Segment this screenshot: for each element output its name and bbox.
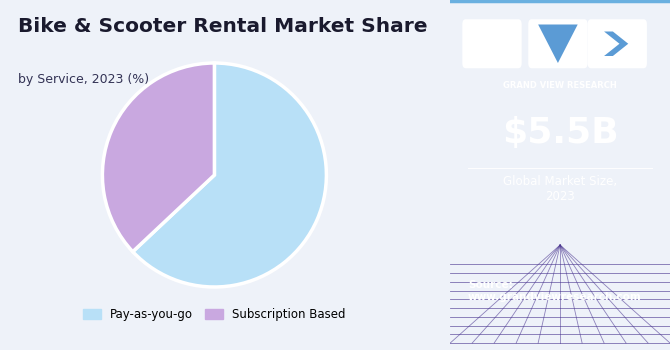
Text: GRAND VIEW RESEARCH: GRAND VIEW RESEARCH: [503, 80, 617, 90]
Polygon shape: [604, 32, 628, 56]
Text: $5.5B: $5.5B: [502, 116, 618, 150]
Text: Global Market Size,
2023: Global Market Size, 2023: [503, 175, 617, 203]
FancyBboxPatch shape: [528, 19, 588, 68]
Polygon shape: [538, 25, 578, 63]
FancyBboxPatch shape: [462, 19, 522, 68]
Text: Bike & Scooter Rental Market Share: Bike & Scooter Rental Market Share: [18, 18, 427, 36]
Text: by Service, 2023 (%): by Service, 2023 (%): [18, 74, 149, 86]
Legend: Pay-as-you-go, Subscription Based: Pay-as-you-go, Subscription Based: [78, 303, 350, 326]
FancyBboxPatch shape: [588, 19, 647, 68]
Text: Source:
www.grandviewresearch.com: Source: www.grandviewresearch.com: [468, 280, 642, 302]
Wedge shape: [103, 63, 214, 252]
Wedge shape: [133, 63, 326, 287]
